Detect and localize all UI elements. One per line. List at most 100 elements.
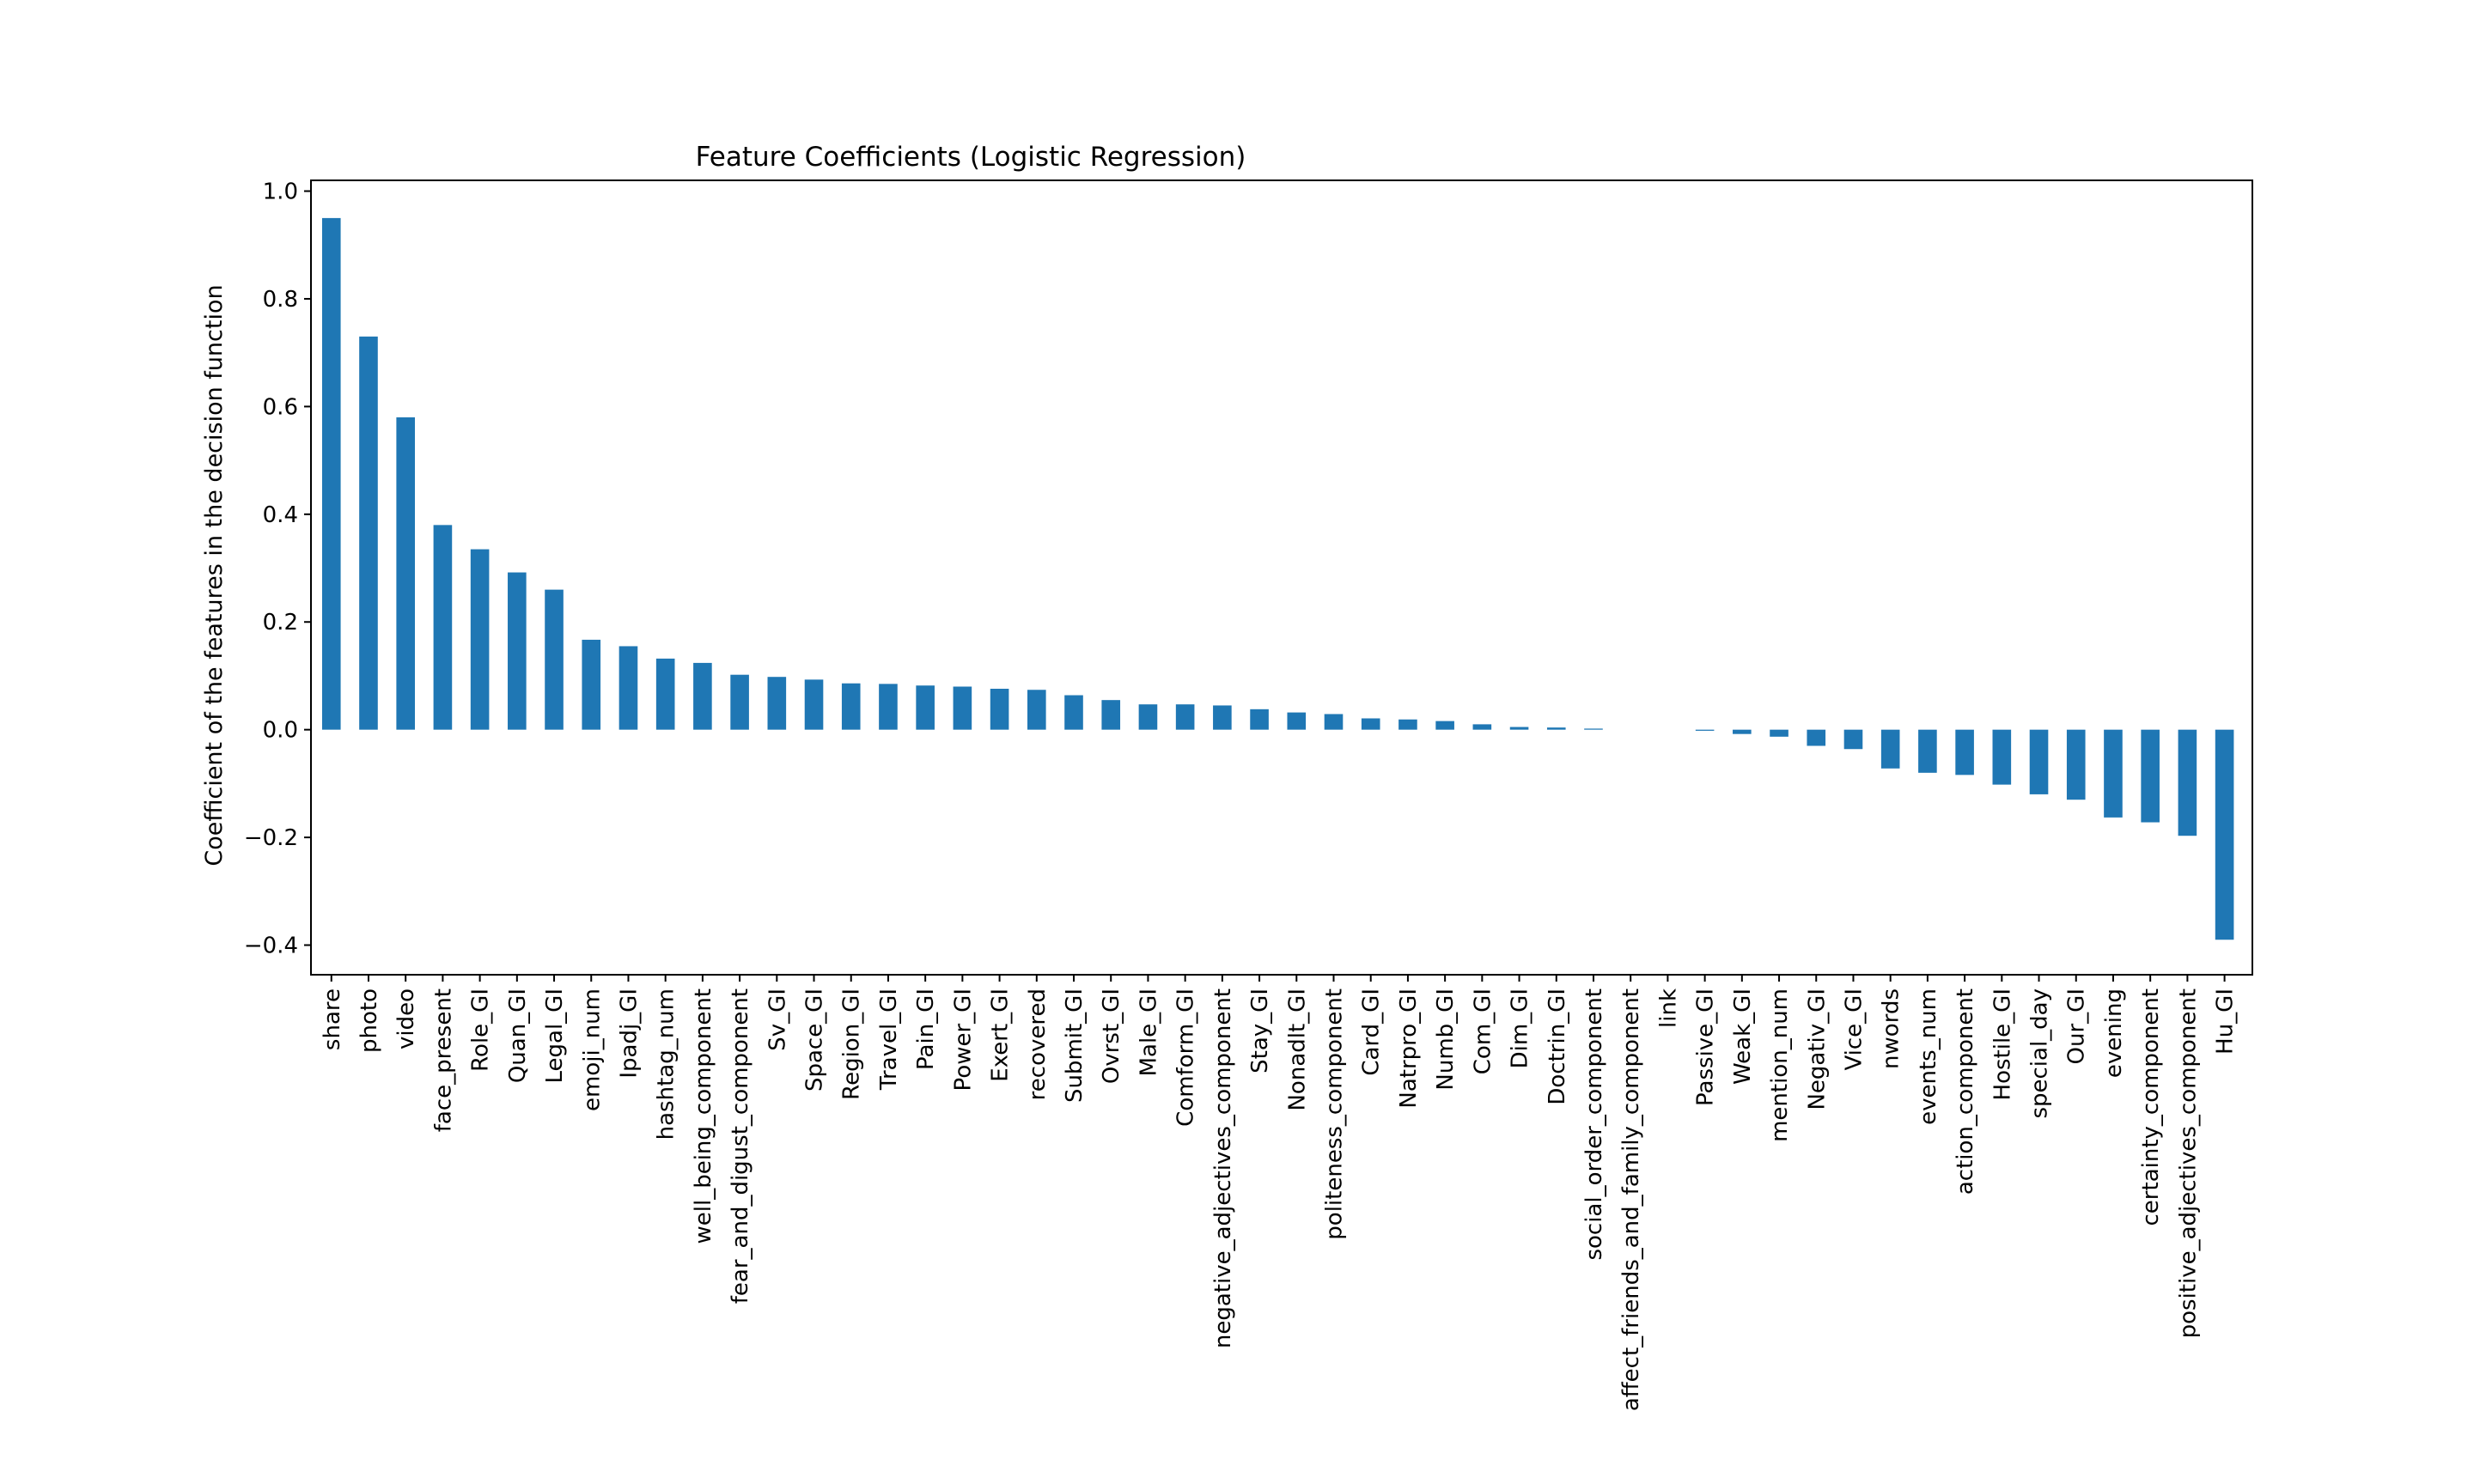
x-tick-label: affect_friends_and_family_component (1618, 988, 1644, 1411)
x-axis: share photo video face_present Role_GI Quan_G… (320, 975, 2239, 1411)
x-tick-label: Doctrin_GI (1545, 988, 1570, 1105)
x-tick-label: recovered (1025, 988, 1051, 1100)
x-tick-label: Hu_GI (2213, 988, 2239, 1055)
bar-share (321, 217, 341, 730)
x-tick-label: Comform_GI (1173, 988, 1199, 1127)
x-tick-label: evening (2101, 988, 2127, 1078)
x-tick-label: Numb_GI (1433, 988, 1459, 1091)
x-tick-label: nwords (1879, 988, 1904, 1069)
x-tick-label: Card_GI (1359, 988, 1385, 1076)
bar-Submit_GI (1064, 695, 1083, 730)
x-tick-label: social_order_component (1581, 988, 1607, 1261)
bars-group (321, 217, 2234, 940)
bar-politeness_component (1324, 714, 1344, 730)
bar-evening (2104, 729, 2123, 818)
y-axis: −0.4 −0.2 0.0 0.2 0.4 0.6 0.8 1.0 (244, 179, 311, 959)
y-tick-label: 0.4 (263, 502, 298, 528)
x-tick-label: politeness_component (1321, 988, 1347, 1240)
bar-special_day (2029, 729, 2049, 794)
y-tick-label: 0.6 (263, 394, 298, 420)
x-tick-label: Legal_GI (542, 988, 568, 1084)
bar-emoji_num (582, 639, 601, 730)
x-tick-label: Com_GI (1470, 988, 1496, 1074)
x-tick-label: Negativ_GI (1804, 988, 1830, 1110)
bar-Com_GI (1472, 724, 1492, 730)
bar-Quan_GI (508, 572, 527, 730)
bar-nwords (1880, 729, 1900, 769)
bar-Card_GI (1361, 718, 1380, 730)
x-tick-label: emoji_num (579, 988, 605, 1111)
bar-Pain_GI (916, 685, 935, 730)
chart-title: Feature Coefficients (Logistic Regressio… (696, 142, 1246, 173)
x-tick-label: Stay_GI (1247, 988, 1273, 1073)
bar-Vice_GI (1843, 729, 1863, 750)
bar-Travel_GI (879, 684, 898, 730)
bar-video (396, 417, 415, 730)
x-tick-label: Space_GI (802, 988, 828, 1092)
x-tick-label: photo (356, 988, 382, 1053)
x-tick-label: hashtag_num (654, 988, 679, 1140)
x-tick-label: Travel_GI (876, 988, 902, 1091)
x-tick-label: Quan_GI (505, 988, 531, 1083)
x-tick-label: positive_adjectives_component (2175, 988, 2201, 1338)
bar-Numb_GI (1435, 721, 1454, 730)
x-tick-label: video (393, 988, 419, 1049)
bar-fear_and_digust_component (730, 674, 749, 730)
x-tick-label: Pain_GI (913, 988, 939, 1070)
x-tick-label: Passive_GI (1693, 988, 1719, 1106)
bar-Doctrin_GI (1546, 727, 1566, 730)
bar-Negativ_GI (1807, 729, 1826, 746)
x-tick-label: share (320, 988, 345, 1050)
bar-Dim_GI (1509, 727, 1529, 730)
x-tick-label: negative_adjectives_component (1210, 988, 1236, 1348)
x-tick-label: Ovrst_GI (1099, 988, 1124, 1084)
x-tick-label: Power_GI (950, 988, 976, 1091)
y-tick-label: −0.4 (244, 934, 298, 959)
y-tick-label: −0.2 (244, 825, 298, 851)
x-tick-label: Hostile_GI (1990, 988, 2015, 1100)
x-tick-label: face_present (430, 988, 456, 1132)
bar-social_order_component (1584, 728, 1603, 730)
x-tick-label: Natrpro_GI (1396, 988, 1422, 1109)
x-tick-label: Exert_GI (988, 988, 1014, 1082)
bar-Natrpro_GI (1398, 719, 1417, 730)
x-tick-label: special_day (2027, 988, 2053, 1119)
x-tick-label: Male_GI (1136, 988, 1161, 1076)
bar-positive_adjectives_component (2178, 729, 2197, 836)
x-tick-label: Ipadj_GI (616, 988, 642, 1079)
x-tick-label: Sv_GI (765, 988, 790, 1051)
bar-Weak_GI (1733, 729, 1752, 734)
x-tick-label: Vice_GI (1841, 988, 1867, 1071)
bar-Comform_GI (1175, 704, 1195, 730)
bar-action_component (1955, 729, 1974, 775)
bar-Exert_GI (990, 689, 1009, 730)
y-tick-label: 1.0 (263, 179, 298, 205)
bar-Passive_GI (1695, 729, 1715, 731)
x-tick-label: fear_and_digust_component (728, 988, 753, 1304)
y-tick-label: 0.2 (263, 610, 298, 636)
bar-Role_GI (470, 549, 490, 730)
bar-certainty_component (2141, 729, 2160, 823)
bar-well_being_component (693, 662, 712, 730)
bar-Region_GI (841, 683, 861, 730)
bar-Legal_GI (545, 589, 564, 730)
x-tick-label: action_component (1953, 988, 1978, 1195)
x-tick-label: Submit_GI (1062, 988, 1088, 1103)
y-axis-label: Coefficient of the features in the decis… (201, 284, 228, 866)
y-tick-label: 0.0 (263, 718, 298, 744)
bar-hashtag_num (655, 658, 675, 730)
bar-Ovrst_GI (1101, 700, 1121, 730)
x-tick-label: events_num (1916, 988, 1941, 1125)
bar-Hostile_GI (1992, 729, 2012, 785)
x-tick-label: Region_GI (839, 988, 865, 1100)
x-tick-label: Dim_GI (1508, 988, 1533, 1068)
bar-Stay_GI (1250, 709, 1269, 730)
bar-Space_GI (804, 679, 824, 730)
bar-face_present (433, 525, 453, 730)
bar-negative_adjectives_component (1213, 705, 1232, 730)
bar-Power_GI (953, 686, 972, 730)
bar-Nonadlt_GI (1287, 712, 1307, 730)
x-tick-label: mention_num (1767, 988, 1793, 1142)
bar-Sv_GI (767, 677, 787, 730)
